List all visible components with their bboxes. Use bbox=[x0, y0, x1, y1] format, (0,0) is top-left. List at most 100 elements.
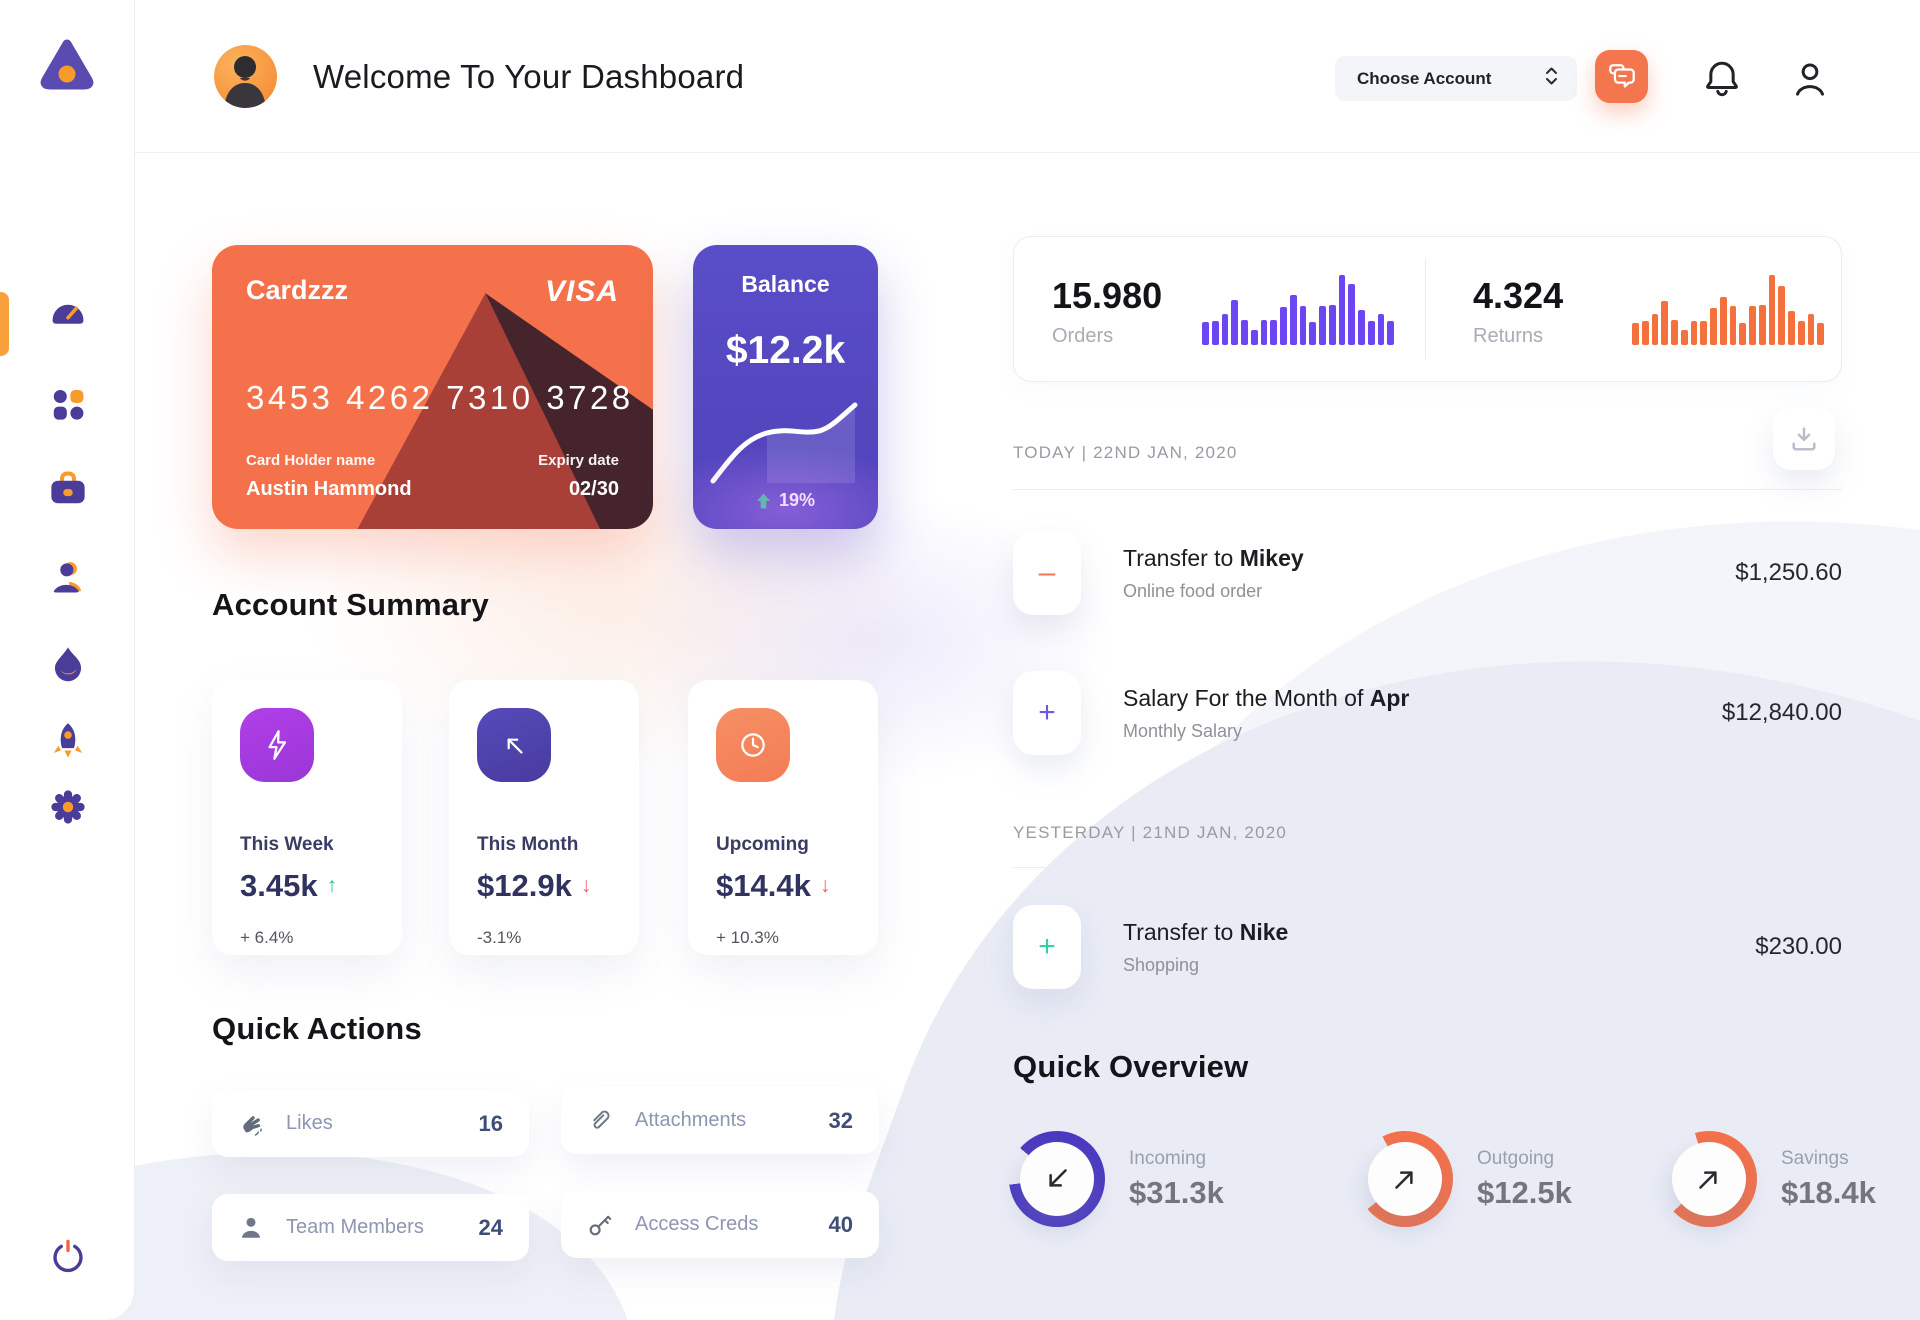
summary-value: 3.45k ↑ bbox=[240, 868, 338, 903]
transaction-row-nike[interactable]: + Transfer to Nike Shopping $230.00 bbox=[1013, 905, 1842, 989]
main-content: Cardzzz VISA 3453 4262 7310 3728 Card Ho… bbox=[135, 153, 1920, 1320]
summary-card-this-month: This Month $12.9k ↓ -3.1% bbox=[449, 680, 639, 955]
arrow-up-right-icon bbox=[1699, 1171, 1717, 1189]
transaction-sign-tile: + bbox=[1013, 905, 1081, 989]
apps-grid-icon bbox=[53, 389, 84, 420]
choose-account-dropdown[interactable]: Choose Account bbox=[1335, 56, 1577, 101]
user-icon bbox=[53, 562, 82, 593]
quick-action-label: Access Creds bbox=[635, 1213, 759, 1235]
header: Welcome To Your Dashboard Choose Account bbox=[135, 0, 1920, 153]
transaction-amount: $12,840.00 bbox=[1721, 699, 1842, 726]
expiry-label: Expiry date bbox=[538, 452, 619, 469]
gauge-incoming: Incoming $31.3k bbox=[1009, 1131, 1224, 1227]
logout-button[interactable] bbox=[50, 1238, 86, 1274]
clap-hand-icon bbox=[243, 1115, 262, 1136]
balance-change: 19% bbox=[693, 490, 878, 511]
arrow-up-left-icon bbox=[477, 708, 551, 782]
card-expiry-block: Expiry date 02/30 bbox=[538, 452, 619, 501]
transaction-sign-tile: + bbox=[1013, 671, 1081, 755]
transaction-row-mikey[interactable]: – Transfer to Mikey Online food order $1… bbox=[1013, 531, 1842, 615]
transaction-row-salary[interactable]: + Salary For the Month of Apr Monthly Sa… bbox=[1013, 671, 1842, 755]
sidebar-item-settings[interactable] bbox=[49, 788, 87, 826]
balance-sparkline bbox=[710, 402, 858, 484]
visa-logo: VISA bbox=[544, 275, 619, 308]
summary-card-upcoming: Upcoming $14.4k ↓ + 10.3% bbox=[688, 680, 878, 955]
card-holder-block: Card Holder name Austin Hammond bbox=[246, 452, 412, 501]
gauge-savings: Savings $18.4k bbox=[1661, 1131, 1876, 1227]
sidebar-item-trending[interactable] bbox=[49, 645, 87, 683]
right-column: 15.980 Orders 4.324 Returns TODAY | 22ND… bbox=[1009, 153, 1876, 1320]
sidebar-item-dashboard[interactable] bbox=[49, 294, 87, 332]
card-holder-label: Card Holder name bbox=[246, 452, 376, 469]
summary-value: $12.9k ↓ bbox=[477, 868, 592, 903]
card-holder-name: Austin Hammond bbox=[246, 478, 412, 500]
messages-button[interactable] bbox=[1595, 50, 1648, 103]
orders-bar-chart bbox=[1202, 275, 1394, 345]
quick-action-access-creds[interactable]: Access Creds 40 bbox=[561, 1191, 879, 1258]
sidebar-item-contacts[interactable] bbox=[49, 558, 87, 596]
rocket-icon bbox=[53, 723, 83, 758]
gauge-value: $12.5k bbox=[1477, 1174, 1572, 1210]
yesterday-date-label: YESTERDAY | 21ND JAN, 2020 bbox=[1013, 823, 1288, 842]
returns-value: 4.324 bbox=[1473, 275, 1564, 316]
orders-label: Orders bbox=[1052, 325, 1114, 347]
returns-bar-chart bbox=[1632, 275, 1824, 345]
sidebar-item-portfolio[interactable] bbox=[49, 470, 87, 508]
download-button[interactable] bbox=[1773, 408, 1835, 470]
power-icon bbox=[53, 1239, 83, 1273]
summary-delta: -3.1% bbox=[477, 928, 522, 947]
gauge-label: Outgoing bbox=[1477, 1147, 1555, 1169]
notifications-button[interactable] bbox=[1701, 58, 1743, 100]
quick-action-count: 40 bbox=[828, 1211, 853, 1237]
gauge-label: Incoming bbox=[1129, 1147, 1207, 1169]
sidebar-active-indicator bbox=[0, 292, 9, 356]
quick-action-label: Attachments bbox=[635, 1109, 747, 1131]
stats-divider bbox=[1425, 259, 1426, 359]
summary-label: This Week bbox=[240, 834, 334, 855]
expiry-value: 02/30 bbox=[568, 478, 619, 500]
divider bbox=[1013, 489, 1842, 490]
person-solid-icon bbox=[242, 1217, 260, 1238]
balance-label: Balance bbox=[741, 271, 830, 297]
page-title: Welcome To Your Dashboard bbox=[313, 58, 745, 95]
speedometer-icon bbox=[52, 304, 84, 324]
transaction-amount: $230.00 bbox=[1755, 933, 1842, 960]
lightning-bolt-icon bbox=[240, 708, 314, 782]
flame-icon bbox=[54, 647, 82, 682]
person-icon bbox=[1796, 63, 1824, 96]
arrow-up-icon bbox=[756, 493, 771, 508]
balance-card: Balance $12.2k 19% bbox=[693, 245, 878, 529]
user-avatar[interactable] bbox=[214, 45, 277, 108]
summary-label: Upcoming bbox=[716, 834, 809, 855]
profile-button[interactable] bbox=[1789, 58, 1831, 100]
download-icon bbox=[1792, 427, 1816, 451]
transaction-subtitle: Monthly Salary bbox=[1123, 720, 1243, 741]
transaction-amount: $1,250.60 bbox=[1735, 559, 1842, 586]
quick-actions-title: Quick Actions bbox=[212, 1011, 422, 1046]
briefcase-icon bbox=[51, 471, 85, 504]
gauge-outgoing: Outgoing $12.5k bbox=[1357, 1131, 1572, 1227]
minus-icon: – bbox=[1038, 556, 1056, 589]
trend-down-icon: ↓ bbox=[580, 874, 592, 897]
arrow-down-left-icon bbox=[1049, 1169, 1067, 1187]
transaction-title: Salary For the Month of Apr bbox=[1123, 684, 1410, 711]
sidebar-item-apps[interactable] bbox=[49, 384, 87, 422]
quick-action-likes[interactable]: Likes 16 bbox=[212, 1090, 529, 1157]
quick-action-label: Team Members bbox=[286, 1216, 424, 1238]
transaction-subtitle: Online food order bbox=[1123, 580, 1263, 601]
quick-action-attachments[interactable]: Attachments 32 bbox=[561, 1087, 879, 1154]
card-number: 3453 4262 7310 3728 bbox=[246, 379, 634, 416]
transaction-sign-tile: – bbox=[1013, 531, 1081, 615]
summary-label: This Month bbox=[477, 834, 579, 855]
balance-value: $12.2k bbox=[725, 329, 846, 372]
outgoing-ring bbox=[1357, 1131, 1453, 1227]
gauge-value: $31.3k bbox=[1129, 1174, 1224, 1210]
choose-account-label: Choose Account bbox=[1357, 68, 1492, 88]
app-logo bbox=[36, 34, 98, 96]
quick-action-team-members[interactable]: Team Members 24 bbox=[212, 1194, 529, 1261]
sidebar-item-launch[interactable] bbox=[49, 722, 87, 760]
credit-card: Cardzzz VISA 3453 4262 7310 3728 Card Ho… bbox=[212, 245, 653, 529]
orders-value: 15.980 bbox=[1052, 275, 1163, 316]
plus-icon: + bbox=[1038, 696, 1056, 729]
